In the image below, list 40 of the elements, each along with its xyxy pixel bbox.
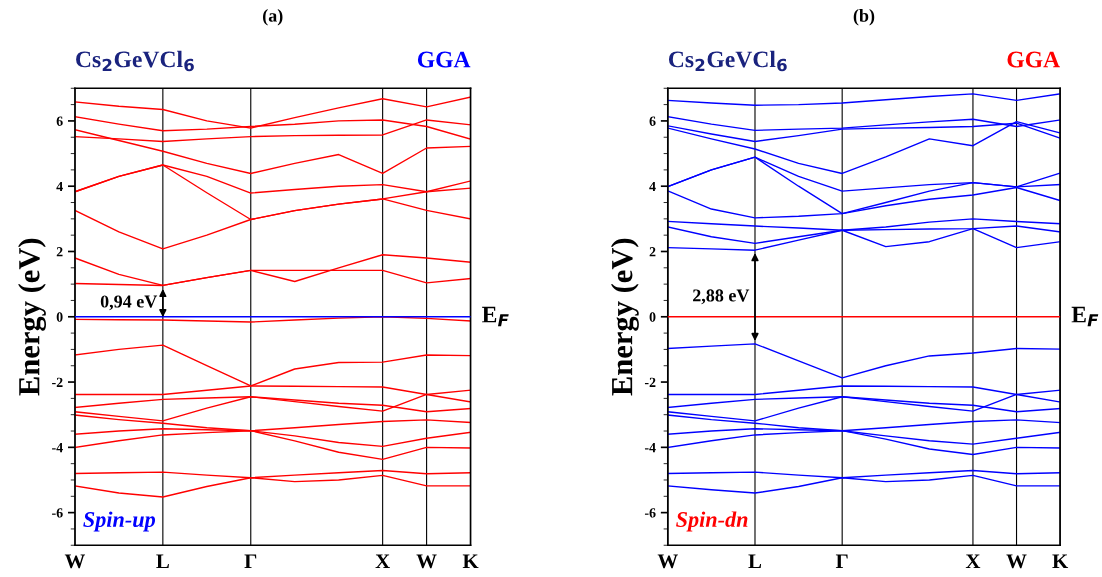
x-tick-label: K <box>462 554 479 569</box>
y-tick-label: -6 <box>52 508 63 518</box>
chart-title: (a) <box>263 9 283 26</box>
x-tick-label: W <box>1006 554 1027 569</box>
x-tick-label: W <box>657 554 678 569</box>
y-tick-label: -2 <box>52 377 63 387</box>
x-tick-label: W <box>64 554 86 569</box>
y-tick-label: 2 <box>649 247 656 257</box>
annotation: Spin-up <box>83 511 156 532</box>
x-tick-label: Γ <box>244 554 257 569</box>
chart-title: (b) <box>853 9 875 26</box>
ref-line-label: E$_{F}$ <box>1071 306 1099 327</box>
text: GGA <box>1007 51 1060 68</box>
y-tick-label: 6 <box>56 116 63 126</box>
y-tick-label: 4 <box>56 181 63 192</box>
text: GGA <box>417 51 471 68</box>
y-tick-label: 6 <box>649 116 656 126</box>
y-tick-label: -4 <box>52 443 63 453</box>
x-tick-label: K <box>1052 554 1069 569</box>
y-axis-title: Energy (eV) <box>18 238 47 396</box>
y-tick-label: 4 <box>649 181 656 192</box>
annotation: 0,94 eV <box>100 295 158 311</box>
y-tick-label: -4 <box>644 443 656 453</box>
x-tick-label: W <box>416 554 437 569</box>
x-tick-label: L <box>748 554 762 569</box>
y-tick-label: 0 <box>649 312 656 322</box>
annotation: Spin-dn <box>676 511 748 532</box>
y-tick-label: 2 <box>56 247 63 257</box>
y-tick-label: -6 <box>644 508 656 518</box>
y-tick-label: 0 <box>56 312 63 322</box>
x-tick-label: X <box>375 554 390 569</box>
x-tick-label: X <box>965 554 981 569</box>
annotation: 2,88 eV <box>693 289 750 305</box>
y-tick-label: -2 <box>644 377 656 387</box>
chart-subtitle: Cs$_{2}$GeVCl$_{6}$ <box>76 50 194 72</box>
x-tick-label: Γ <box>835 554 848 569</box>
x-tick-label: L <box>156 554 169 569</box>
y-axis-title: Energy (eV) <box>610 238 639 396</box>
ref-line-label: E$_{F}$ <box>482 306 509 327</box>
chart-subtitle: Cs$_{2}$GeVCl$_{6}$ <box>668 50 787 72</box>
